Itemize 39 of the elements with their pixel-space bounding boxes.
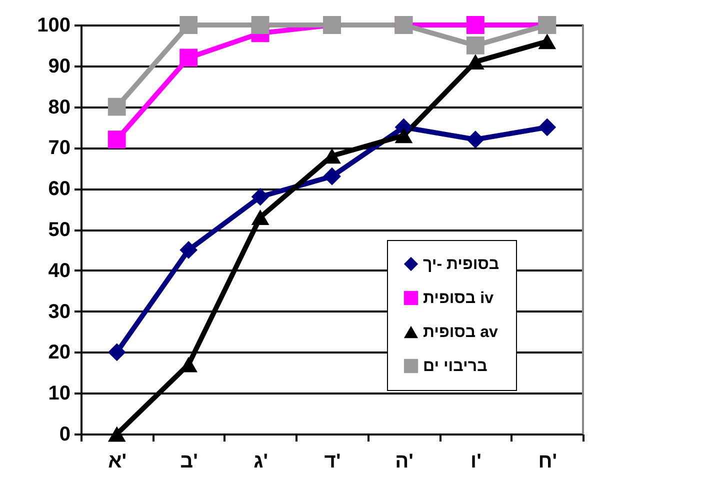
point — [108, 426, 126, 442]
x-tick-label: ד' — [324, 450, 341, 472]
y-tick-label: 20 — [48, 342, 70, 364]
x-tick-label: א' — [108, 450, 127, 472]
x-tick-label: ג' — [254, 450, 268, 472]
y-tick-label: 10 — [48, 382, 70, 405]
point — [466, 16, 484, 34]
point — [180, 241, 198, 259]
point — [251, 16, 270, 34]
point — [108, 343, 126, 362]
point — [394, 128, 413, 144]
legend-label: בסופית iv — [423, 290, 494, 307]
y-tick-label: 60 — [48, 178, 70, 200]
x-tick-label: ה' — [395, 450, 414, 472]
point — [108, 130, 126, 148]
legend-label: בסופית -יך — [423, 256, 500, 273]
y-tick-label: 90 — [48, 55, 70, 78]
point — [466, 36, 484, 54]
x-tick-label: ב' — [180, 450, 198, 472]
x-tick-label: ח' — [538, 450, 558, 472]
legend-label: בריבוי ים — [423, 358, 488, 375]
point — [466, 130, 484, 148]
y-tick-label: 30 — [48, 300, 70, 323]
y-tick-label: 100 — [37, 14, 70, 36]
point — [180, 48, 198, 67]
legend-label: בסופית av — [423, 324, 498, 341]
point — [538, 34, 556, 50]
x-tick-label: ו' — [470, 450, 482, 472]
point — [323, 167, 341, 186]
y-tick-label: 80 — [48, 96, 70, 118]
y-tick-label: 50 — [48, 219, 70, 241]
point — [108, 98, 126, 116]
point — [180, 16, 198, 34]
y-tick-label: 0 — [59, 424, 70, 446]
y-tick-label: 40 — [48, 260, 70, 282]
point — [538, 118, 556, 136]
point — [251, 188, 270, 206]
point — [251, 209, 270, 225]
y-tick-label: 70 — [48, 137, 70, 160]
